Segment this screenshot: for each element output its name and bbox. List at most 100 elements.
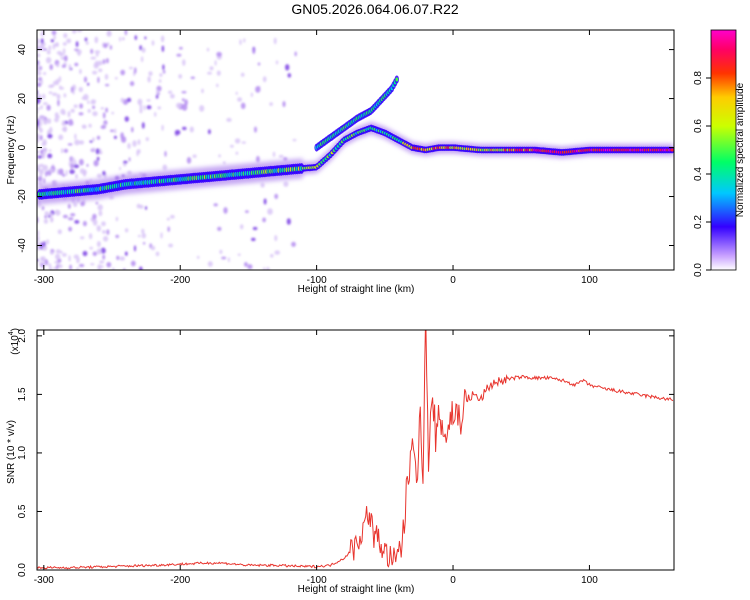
noise-speck: [148, 71, 153, 76]
noise-speck: [67, 217, 74, 221]
noise-speck: [139, 45, 143, 51]
noise-speck: [63, 55, 68, 62]
noise-speck: [174, 129, 181, 135]
noise-speck: [162, 64, 165, 71]
noise-speck: [227, 257, 230, 263]
noise-speck: [55, 253, 61, 260]
noise-speck: [142, 242, 146, 245]
noise-speck: [139, 266, 143, 270]
colorbar-label: Normalized spectral amplitude: [735, 82, 746, 217]
noise-speck: [134, 35, 138, 40]
noise-speck: [186, 157, 192, 164]
snr-y-label: SNR (10 * v/v): [6, 420, 17, 484]
snr-scale-label: (x104): [8, 328, 21, 355]
noise-speck: [49, 126, 53, 134]
noise-speck: [182, 59, 186, 66]
noise-speck: [110, 129, 114, 133]
noise-speck: [44, 259, 49, 266]
noise-speck: [95, 148, 100, 155]
noise-speck: [124, 30, 128, 36]
noise-speck: [95, 53, 99, 57]
noise-speck: [157, 106, 162, 110]
colorbar-tick-label: 0.0: [693, 263, 704, 277]
noise-speck: [127, 143, 131, 149]
noise-speck: [70, 213, 76, 217]
noise-speck: [50, 84, 55, 88]
noise-speck: [53, 35, 56, 40]
noise-speck: [100, 247, 106, 254]
noise-speck: [67, 203, 71, 209]
noise-speck: [102, 170, 106, 176]
noise-speck: [161, 124, 164, 131]
noise-speck: [62, 214, 68, 219]
noise-speck: [141, 228, 145, 234]
noise-speck: [112, 267, 115, 270]
noise-speck: [65, 169, 68, 177]
noise-speck: [57, 229, 62, 235]
noise-speck: [90, 56, 97, 60]
noise-speck: [176, 53, 182, 57]
noise-speck: [40, 256, 44, 262]
noise-speck: [160, 35, 165, 43]
noise-speck: [66, 38, 72, 44]
noise-speck: [40, 105, 43, 110]
noise-speck: [139, 108, 143, 114]
noise-speck: [56, 93, 61, 100]
noise-speck: [61, 126, 67, 132]
noise-speck: [103, 236, 109, 242]
spectrogram-data: [37, 30, 674, 270]
noise-speck: [69, 264, 72, 270]
snr-data: [37, 330, 674, 570]
noise-speck: [92, 137, 95, 142]
noise-speck: [222, 161, 226, 165]
noise-speck: [150, 245, 156, 251]
noise-speck: [146, 99, 151, 102]
noise-speck: [146, 105, 152, 110]
noise-speck: [81, 96, 87, 100]
y-tick-label: 0.0: [17, 563, 28, 577]
noise-speck: [255, 86, 261, 93]
noise-speck: [55, 209, 58, 215]
noise-speck: [61, 148, 64, 154]
noise-speck: [74, 139, 80, 146]
y-tick-label: 0: [17, 144, 28, 150]
noise-speck: [217, 226, 222, 231]
x-tick-label: -100: [307, 275, 327, 286]
noise-speck: [274, 193, 279, 199]
noise-speck: [79, 68, 82, 75]
noise-speck: [207, 261, 213, 267]
noise-speck: [96, 241, 101, 248]
noise-speck: [42, 153, 45, 159]
noise-speck: [80, 201, 85, 207]
noise-speck: [137, 139, 141, 146]
noise-speck: [37, 164, 41, 169]
noise-speck: [37, 155, 43, 159]
noise-speck: [45, 57, 52, 64]
noise-speck: [234, 138, 241, 144]
noise-speck: [129, 66, 133, 70]
noise-speck: [59, 250, 63, 254]
noise-speck: [263, 198, 267, 205]
noise-speck: [42, 164, 48, 171]
noise-speck: [37, 168, 40, 172]
noise-speck: [90, 263, 95, 266]
noise-speck: [241, 141, 246, 144]
noise-speck: [120, 69, 126, 76]
noise-speck: [79, 103, 83, 109]
noise-speck: [58, 76, 62, 83]
ridge-core-cell: [670, 148, 674, 152]
noise-speck: [178, 74, 183, 79]
noise-speck: [41, 206, 45, 211]
svg-text:(x104): (x104): [8, 328, 21, 355]
noise-speck: [251, 237, 256, 242]
noise-speck: [190, 76, 195, 80]
noise-speck: [47, 133, 53, 139]
noise-speck: [247, 264, 253, 270]
noise-speck: [87, 82, 90, 86]
noise-speck: [272, 151, 276, 157]
noise-speck: [252, 226, 258, 231]
noise-speck: [124, 251, 128, 256]
noise-speck: [285, 64, 290, 71]
noise-speck: [100, 107, 105, 110]
